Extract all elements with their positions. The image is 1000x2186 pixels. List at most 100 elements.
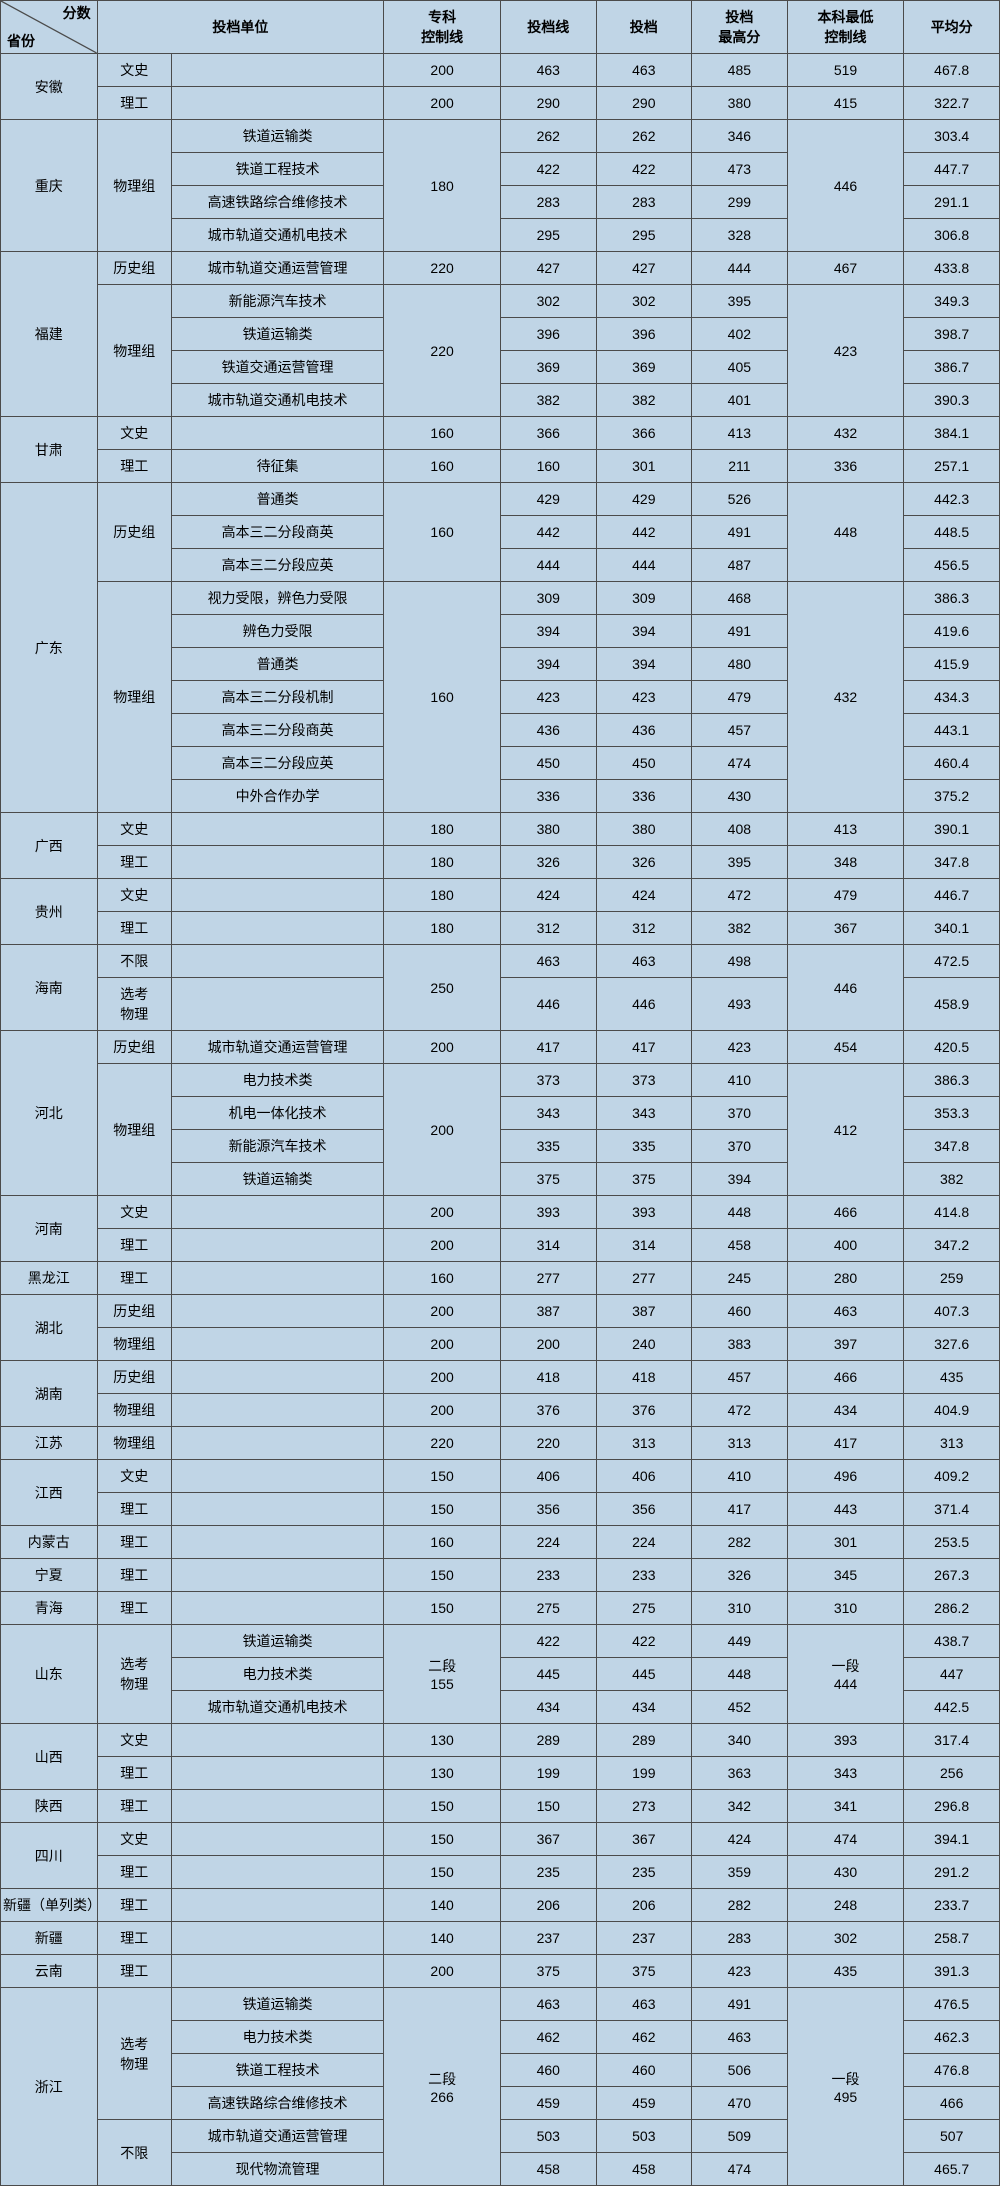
tdx-cell: 312 [500,912,596,945]
grp-cell: 理工 [97,1493,171,1526]
avg-cell: 456.5 [904,549,1000,582]
col-bkx: 本科最低控制线 [787,1,904,54]
table-row: 甘肃文史160366366413432384.1 [1,417,1000,450]
kzx-cell: 200 [384,87,501,120]
td-cell: 326 [596,846,692,879]
tdmax-cell: 299 [692,186,788,219]
bkx-cell: 423 [787,285,904,417]
avg-cell: 390.1 [904,813,1000,846]
kzx-cell: 200 [384,54,501,87]
table-row: 湖南历史组200418418457466435 [1,1361,1000,1394]
tdmax-cell: 506 [692,2054,788,2087]
td-cell: 262 [596,120,692,153]
td-cell: 463 [596,54,692,87]
td-cell: 463 [596,945,692,978]
avg-cell: 442.5 [904,1691,1000,1724]
tdx-cell: 314 [500,1229,596,1262]
avg-cell: 267.3 [904,1559,1000,1592]
avg-cell: 394.1 [904,1823,1000,1856]
diag-header: 分数省份 [1,1,98,54]
prov-cell: 宁夏 [1,1559,98,1592]
avg-cell: 286.2 [904,1592,1000,1625]
td-cell: 462 [596,2021,692,2054]
tdmax-cell: 405 [692,351,788,384]
prov-cell: 陕西 [1,1790,98,1823]
tdmax-cell: 383 [692,1328,788,1361]
td-cell: 235 [596,1856,692,1889]
tdx-cell: 450 [500,747,596,780]
avg-cell: 420.5 [904,1031,1000,1064]
kzx-cell: 150 [384,1493,501,1526]
item-cell: 高本三二分段商英 [171,516,383,549]
col-td: 投档 [596,1,692,54]
avg-cell: 467.8 [904,54,1000,87]
td-cell: 309 [596,582,692,615]
avg-cell: 398.7 [904,318,1000,351]
bkx-cell: 496 [787,1460,904,1493]
td-cell: 394 [596,615,692,648]
table-row: 江苏物理组220220313313417313 [1,1427,1000,1460]
avg-cell: 327.6 [904,1328,1000,1361]
tdx-cell: 458 [500,2153,596,2186]
grp-cell: 历史组 [97,1295,171,1328]
avg-cell: 322.7 [904,87,1000,120]
tdx-cell: 396 [500,318,596,351]
table-row: 青海理工150275275310310286.2 [1,1592,1000,1625]
avg-cell: 296.8 [904,1790,1000,1823]
prov-cell: 山西 [1,1724,98,1790]
bkx-cell: 448 [787,483,904,582]
bkx-cell: 397 [787,1328,904,1361]
grp-cell: 理工 [97,450,171,483]
item-cell [171,1724,383,1757]
item-cell: 普通类 [171,483,383,516]
table-row: 安徽文史200463463485519467.8 [1,54,1000,87]
avg-cell: 390.3 [904,384,1000,417]
tdx-cell: 463 [500,1988,596,2021]
prov-cell: 江西 [1,1460,98,1526]
tdx-cell: 422 [500,153,596,186]
tdmax-cell: 452 [692,1691,788,1724]
tdmax-cell: 363 [692,1757,788,1790]
grp-cell: 理工 [97,1592,171,1625]
tdmax-cell: 449 [692,1625,788,1658]
tdx-cell: 380 [500,813,596,846]
tdx-cell: 394 [500,648,596,681]
tdx-cell: 237 [500,1922,596,1955]
bkx-cell: 367 [787,912,904,945]
td-cell: 458 [596,2153,692,2186]
tdmax-cell: 472 [692,1394,788,1427]
tdmax-cell: 395 [692,285,788,318]
bkx-cell: 343 [787,1757,904,1790]
grp-cell: 选考物理 [97,978,171,1031]
tdx-cell: 335 [500,1130,596,1163]
item-cell: 电力技术类 [171,1658,383,1691]
tdx-cell: 295 [500,219,596,252]
td-cell: 367 [596,1823,692,1856]
item-cell [171,1757,383,1790]
table-row: 理工180326326395348347.8 [1,846,1000,879]
item-cell [171,879,383,912]
tdmax-cell: 463 [692,2021,788,2054]
avg-cell: 415.9 [904,648,1000,681]
bkx-cell: 519 [787,54,904,87]
prov-cell: 福建 [1,252,98,417]
bkx-cell: 348 [787,846,904,879]
diag-bottom: 省份 [7,31,35,51]
avg-cell: 259 [904,1262,1000,1295]
tdx-cell: 373 [500,1064,596,1097]
avg-cell: 476.8 [904,2054,1000,2087]
td-cell: 336 [596,780,692,813]
grp-cell: 理工 [97,1922,171,1955]
diag-top: 分数 [63,3,91,23]
tdmax-cell: 468 [692,582,788,615]
tdx-cell: 150 [500,1790,596,1823]
item-cell: 铁道运输类 [171,1988,383,2021]
tdx-cell: 262 [500,120,596,153]
item-cell [171,1262,383,1295]
item-cell [171,1295,383,1328]
tdmax-cell: 394 [692,1163,788,1196]
tdmax-cell: 417 [692,1493,788,1526]
grp-cell: 物理组 [97,285,171,417]
td-cell: 417 [596,1031,692,1064]
grp-cell: 理工 [97,1790,171,1823]
